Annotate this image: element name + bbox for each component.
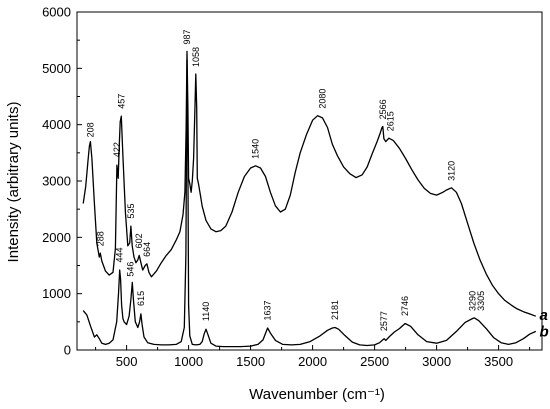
peak-label: 2577 — [379, 311, 389, 331]
x-axis-title: Wavenumber (cm⁻¹) — [249, 386, 385, 403]
peak-label: 2615 — [386, 111, 396, 131]
peak-label: 1637 — [263, 300, 273, 320]
peak-label: 1540 — [251, 139, 261, 159]
x-tick-label: 1000 — [174, 354, 203, 369]
peak-label: 535 — [126, 204, 136, 219]
series-tags: ab — [540, 307, 549, 340]
peak-label: 546 — [125, 262, 135, 277]
x-axis: 500 1000 1500 2000 2500 3000 3500 — [95, 345, 531, 369]
y-tick-label: 4000 — [42, 117, 71, 132]
peak-label: 602 — [134, 233, 144, 248]
peak-label: 208 — [85, 122, 95, 137]
peak-label: 2746 — [400, 296, 410, 316]
peak-label: 1140 — [201, 302, 211, 321]
peak-label: 615 — [136, 291, 146, 306]
peak-label: 3290 — [468, 291, 478, 311]
peak-label: 3305 — [476, 291, 486, 311]
y-axis: 0 1000 2000 3000 4000 5000 6000 — [42, 5, 82, 358]
peak-label: 3120 — [447, 161, 457, 181]
peak-label: 2181 — [330, 300, 340, 320]
x-tick-label: 1500 — [236, 354, 265, 369]
series-line-b — [82, 59, 537, 348]
x-tick-label: 2000 — [298, 354, 327, 369]
y-tick-label: 6000 — [42, 5, 71, 20]
x-tick-label: 3000 — [422, 354, 451, 369]
series-tag-b: b — [540, 323, 549, 340]
peak-label: 987 — [182, 29, 192, 44]
series-layer — [82, 50, 537, 348]
series-tag-a: a — [540, 307, 548, 324]
peak-label: 288 — [95, 231, 105, 246]
y-tick-label: 5000 — [42, 61, 71, 76]
peak-label: 457 — [116, 94, 126, 109]
x-tick-label: 500 — [116, 354, 138, 369]
peak-label: 664 — [142, 242, 152, 257]
peak-label: 422 — [112, 142, 122, 157]
x-tick-label: 2500 — [360, 354, 389, 369]
peak-label: 2566 — [378, 99, 388, 119]
y-tick-label: 2000 — [42, 230, 71, 245]
y-tick-label: 0 — [64, 343, 71, 358]
peak-label: 1058 — [191, 47, 201, 67]
peak-label: 2080 — [318, 89, 328, 109]
y-tick-label: 1000 — [42, 286, 71, 301]
x-tick-label: 3500 — [484, 354, 513, 369]
y-axis-title: Intensity (arbitrary units) — [5, 102, 22, 263]
y-tick-label: 3000 — [42, 174, 71, 189]
series-line-a — [82, 50, 537, 317]
peak-label: 444 — [115, 248, 125, 263]
